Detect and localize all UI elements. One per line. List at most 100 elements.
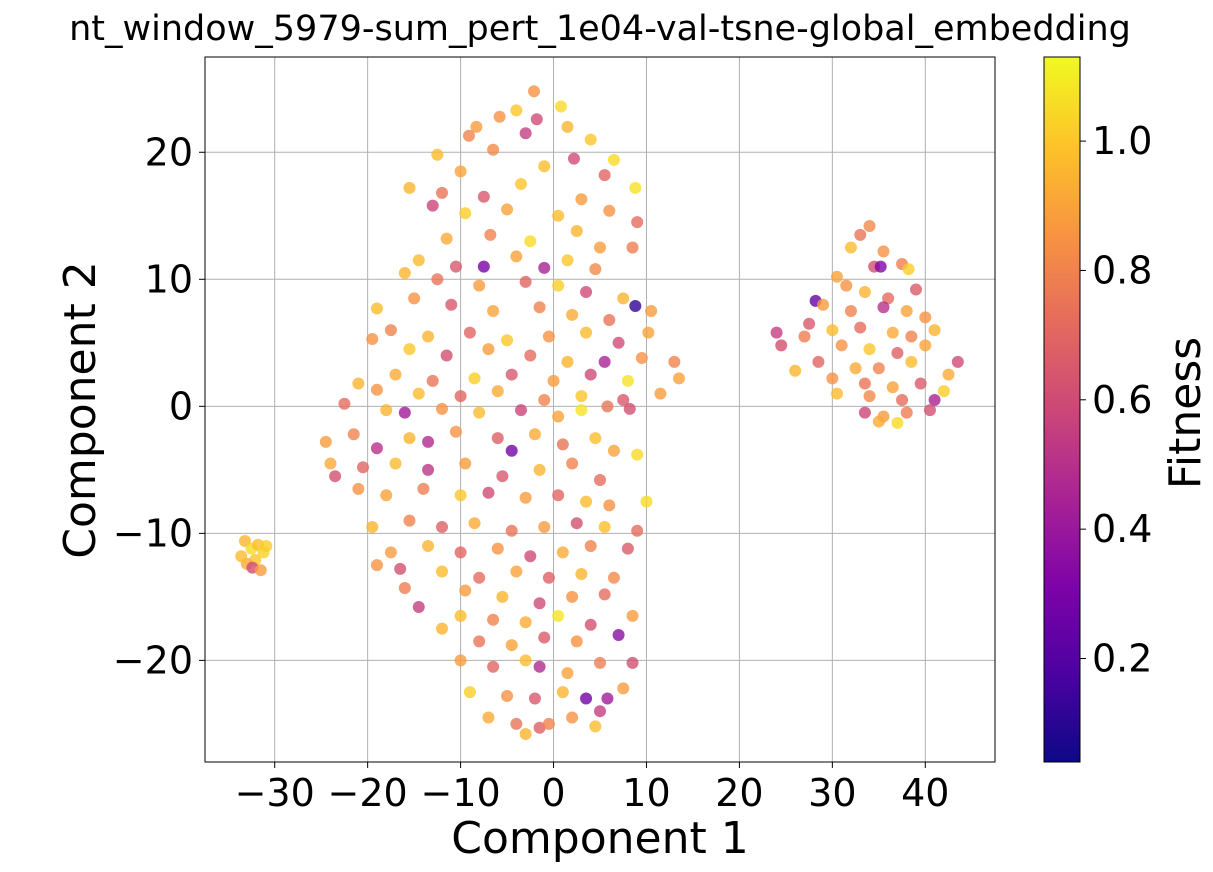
scatter-point	[370, 383, 383, 396]
scatter-point	[370, 302, 383, 315]
scatter-point	[594, 656, 606, 669]
scatter-point	[319, 435, 332, 448]
scatter-point	[607, 444, 620, 457]
scatter-point	[538, 393, 551, 406]
scatter-point	[798, 330, 811, 343]
scatter-point	[449, 260, 462, 273]
x-tick-label: 40	[901, 771, 949, 815]
plot-area	[205, 57, 995, 762]
colorbar	[1043, 56, 1081, 763]
scatter-point	[542, 717, 555, 730]
scatter-point	[566, 457, 579, 470]
scatter-point	[329, 470, 342, 483]
colorbar-tick-label: 0.4	[1092, 507, 1152, 551]
scatter-point	[594, 474, 606, 486]
scatter-point	[366, 333, 379, 345]
scatter-point	[533, 597, 546, 610]
scatter-point	[454, 390, 467, 403]
scatter-point	[454, 654, 467, 667]
scatter-point	[324, 457, 337, 470]
scatter-point	[566, 590, 579, 603]
scatter-point	[519, 127, 532, 140]
scatter-point	[603, 204, 616, 217]
scatter-point	[426, 199, 439, 212]
scatter-point	[919, 339, 932, 352]
scatter-point	[877, 245, 890, 258]
chart-title: nt_window_5979-sum_pert_1e04-val-tsne-gl…	[69, 9, 1131, 49]
scatter-point	[951, 355, 964, 368]
scatter-point	[575, 390, 588, 403]
scatter-point	[440, 349, 453, 362]
scatter-point	[928, 393, 941, 406]
scatter-point	[891, 346, 904, 359]
scatter-point	[436, 186, 448, 199]
scatter-point	[426, 374, 439, 387]
scatter-point	[473, 406, 486, 419]
scatter-point	[515, 404, 527, 417]
scatter-point	[617, 682, 630, 695]
scatter-point	[556, 546, 569, 559]
scatter-point	[459, 207, 472, 220]
scatter-point	[347, 428, 360, 441]
scatter-point	[403, 181, 416, 194]
scatter-point	[538, 160, 551, 173]
x-tick-label: −30	[235, 771, 315, 815]
scatter-point	[580, 326, 593, 339]
scatter-point	[394, 562, 407, 575]
scatter-point	[902, 263, 915, 276]
scatter-point	[482, 343, 495, 356]
scatter-point	[872, 415, 885, 428]
scatter-point	[770, 326, 783, 339]
scatter-point	[617, 393, 630, 406]
scatter-point	[589, 263, 602, 276]
scatter-point	[487, 305, 500, 318]
scatter-point	[626, 609, 639, 622]
colorbar-tick-label: 0.6	[1092, 378, 1152, 422]
scatter-point	[566, 308, 579, 321]
scatter-point	[598, 521, 611, 533]
scatter-point	[542, 571, 555, 584]
scatter-point	[398, 581, 411, 594]
scatter-point	[533, 301, 546, 314]
scatter-point	[575, 193, 588, 206]
scatter-point	[601, 400, 614, 413]
scatter-point	[487, 613, 500, 626]
scatter-point	[594, 705, 606, 718]
scatter-point	[567, 152, 580, 165]
scatter-point	[858, 377, 871, 390]
scatter-point	[528, 692, 541, 705]
scatter-point	[482, 711, 495, 724]
scatter-point	[575, 404, 588, 417]
scatter-point	[533, 463, 546, 476]
scatter-point	[462, 129, 475, 142]
colorbar-tick-label: 0.8	[1092, 248, 1152, 292]
scatter-point	[580, 286, 593, 298]
scatter-point	[629, 181, 642, 194]
scatter-point	[493, 110, 506, 123]
scatter-point	[621, 542, 634, 555]
data-points	[235, 85, 964, 741]
scatter-point	[642, 326, 655, 339]
scatter-point	[440, 232, 453, 245]
scatter-point	[431, 148, 444, 161]
scatter-point	[436, 622, 448, 635]
y-tick-label: 20	[145, 130, 193, 174]
colorbar-ticks: 0.2 0.4 0.6 0.8 1.0	[1080, 119, 1152, 681]
scatter-point	[603, 313, 616, 326]
scatter-point	[533, 660, 546, 673]
scatter-point	[552, 410, 565, 423]
scatter-point	[900, 305, 913, 318]
scatter-point	[436, 565, 448, 578]
scatter-point	[554, 100, 567, 113]
scatter-point	[398, 406, 411, 419]
scatter-point	[874, 260, 887, 273]
scatter-point	[449, 425, 462, 438]
scatter-point	[877, 301, 890, 314]
scatter-point	[459, 457, 472, 470]
scatter-point	[601, 692, 614, 705]
x-tick-label: −20	[328, 771, 408, 815]
colorbar-tick-label: 0.2	[1092, 637, 1152, 681]
y-tick-label: −10	[113, 511, 193, 555]
colorbar-tick-label: 1.0	[1092, 119, 1152, 163]
scatter-point	[530, 113, 543, 126]
